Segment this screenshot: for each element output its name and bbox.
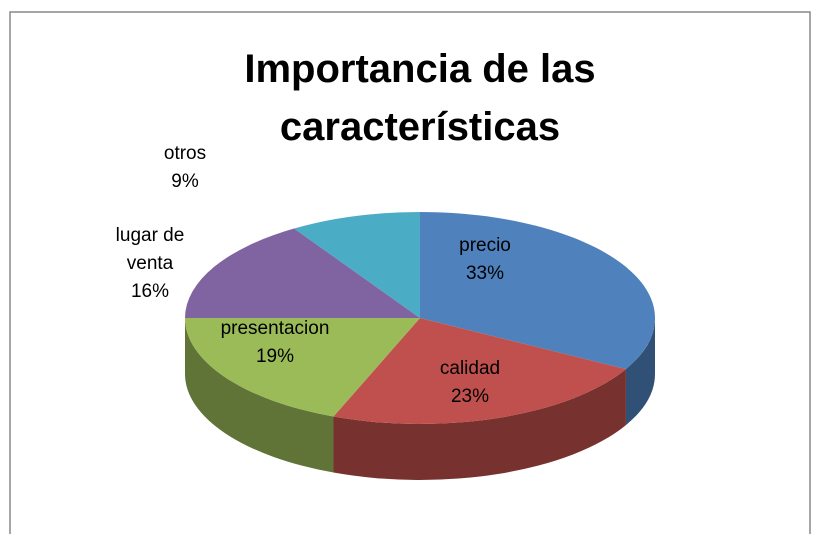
pie-slice-side	[184, 318, 334, 473]
data-label: lugar de venta 16%	[95, 222, 205, 306]
data-label: presentacion 19%	[190, 315, 360, 371]
category-label: otros	[163, 143, 207, 164]
data-label: calidad 23%	[400, 355, 540, 411]
pie-slice	[185, 228, 420, 318]
data-label: otros 9%	[130, 140, 240, 196]
category-label: lugar de venta	[115, 225, 185, 274]
pie-slice	[184, 318, 420, 417]
pie-slice-side	[333, 369, 626, 480]
chart-title: Importancia de las características	[244, 47, 596, 149]
value-label: 33%	[465, 263, 505, 284]
pie-slice-side	[625, 318, 655, 426]
value-label: 19%	[255, 346, 295, 367]
pie-slice	[420, 212, 655, 370]
value-label: 9%	[171, 171, 199, 192]
chart-frame	[9, 11, 811, 534]
pie-slice	[294, 212, 420, 318]
category-label: calidad	[439, 358, 501, 379]
value-label: 23%	[450, 386, 490, 407]
data-label: precio 33%	[440, 232, 530, 288]
category-label: presentacion	[220, 318, 330, 339]
pie-slice	[333, 318, 626, 424]
category-label: precio	[459, 235, 511, 256]
value-label: 16%	[130, 281, 170, 302]
